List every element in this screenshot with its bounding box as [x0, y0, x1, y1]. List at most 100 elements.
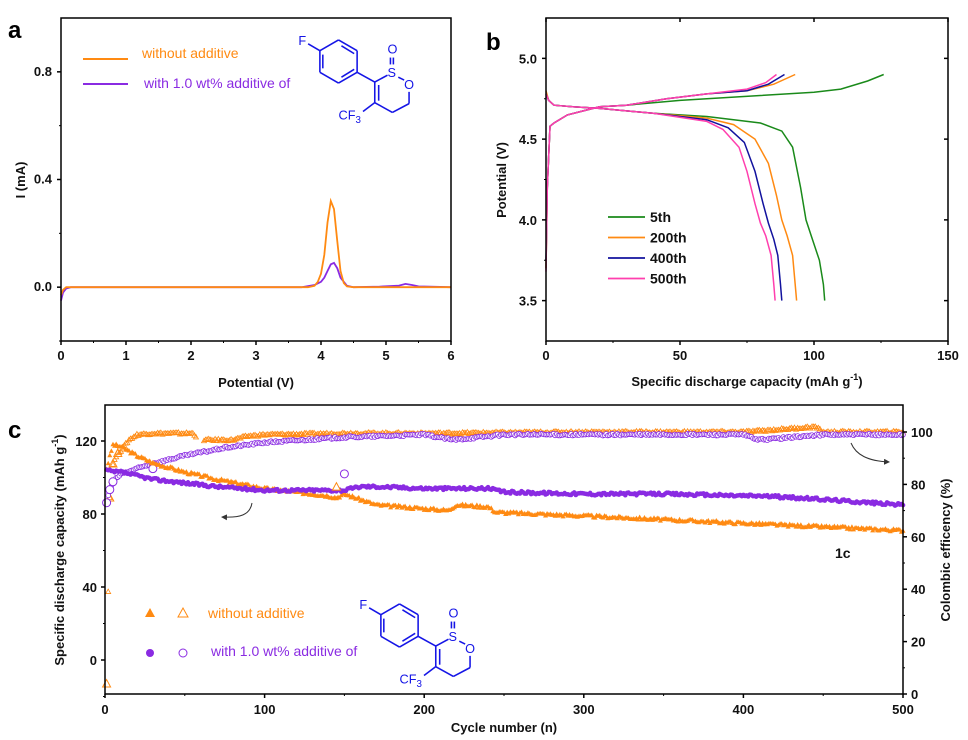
panel-b-500th-charge-curve: [545, 73, 777, 272]
ring-bond: [458, 640, 466, 645]
x-tick-label: 500: [892, 702, 914, 717]
y-right-tick-label: 80: [911, 477, 925, 492]
y-left-tick-label: 120: [75, 434, 97, 449]
data-point: [108, 448, 114, 453]
x-tick-label: 150: [937, 348, 959, 363]
panel-a-series-purple: [60, 261, 452, 301]
group-CF3: CF3: [400, 671, 423, 690]
panel-c-left-y-axis-label-end: ): [52, 434, 67, 438]
panel-a-y-ticks: 0.0 0.4 0.8: [34, 64, 61, 342]
data-point: [443, 429, 450, 436]
group-CF3: CF3: [339, 107, 362, 126]
data-point: [240, 432, 248, 439]
data-point: [258, 431, 265, 438]
panel-b-legend: 5th 200th 400th 500th: [608, 209, 687, 287]
data-point: [592, 515, 598, 520]
legend-marker-filled-triangle-icon: [145, 608, 155, 617]
data-point: [105, 588, 112, 594]
data-point: [233, 479, 239, 484]
panel-c-right-y-axis-label: Colombic efficency (%): [938, 478, 953, 621]
y-left-tick-label: 40: [83, 580, 97, 595]
panel-a-series-orange: [60, 197, 451, 296]
data-point: [102, 498, 112, 508]
panel-a-legend: without additive with 1.0 wt% additive o…: [83, 45, 290, 91]
data-point: [337, 495, 343, 500]
panel-b-series: [545, 73, 884, 301]
panel-label-c: c: [8, 417, 21, 444]
data-point: [105, 460, 111, 466]
data-point: [116, 449, 123, 455]
atom-F: F: [298, 33, 306, 48]
benzene-bond: [319, 71, 339, 84]
data-point: [192, 433, 200, 440]
legend-marker-open-triangle-icon: [177, 606, 189, 618]
x-tick-label: 50: [673, 348, 687, 363]
legend-marker-open-circle-icon: [178, 648, 188, 658]
data-point: [768, 427, 776, 434]
panel-c-left-y-ticks: 0 40 80 120: [75, 434, 105, 697]
y-right-tick-label: 60: [911, 530, 925, 545]
x-tick-label: 300: [573, 702, 595, 717]
x-tick-label: 6: [447, 348, 454, 363]
aryl-bond: [417, 635, 437, 647]
panel-b-500th-discharge-curve: [545, 93, 776, 301]
ring-bond: [397, 76, 405, 81]
data-point: [454, 430, 461, 437]
data-point: [356, 494, 362, 500]
benzene-inner-bond: [402, 632, 416, 642]
y-tick-label: 0.0: [34, 279, 52, 294]
benzene-bond: [338, 39, 358, 52]
panel-c-left-y-axis-label-sup: -1: [50, 439, 60, 447]
data-point: [124, 439, 131, 446]
data-point: [156, 429, 163, 436]
benzene-bond: [380, 635, 400, 648]
ring-bond: [374, 74, 388, 83]
legend-label-without-additive: without additive: [141, 45, 239, 61]
data-point: [203, 435, 211, 442]
x-tick-label: 1: [122, 348, 129, 363]
y-right-tick-label: 40: [911, 582, 925, 597]
atom-O-double: O: [388, 42, 398, 57]
benzene-inner-bond: [341, 45, 355, 55]
data-point: [126, 447, 132, 453]
outlier-point: [339, 469, 349, 479]
panel-b-y-ticks: 3.5 4.0 4.5 5.0: [519, 51, 948, 309]
data-point: [794, 424, 801, 431]
data-point: [148, 464, 158, 474]
panel-b-x-axis-label-main: Specific discharge capacity (mAh g: [631, 374, 850, 389]
panel-c-series: [101, 423, 907, 688]
data-point: [789, 425, 797, 432]
panel-a-chart: 0 1 2 3 4 5 6 0.0 0.4 0.8 Potential (V) I (mA) w…: [13, 17, 455, 390]
benzene-inner-bond: [341, 68, 355, 78]
panel-a-x-axis-label: Potential (V): [218, 375, 294, 390]
panel-c-left-y-axis-label-main: Specific discharge capacity (mAh g: [52, 447, 67, 666]
panel-b-5th-charge-curve: [545, 73, 884, 269]
outlier-point: [331, 481, 342, 491]
x-tick-label: 0: [542, 348, 549, 363]
data-point: [112, 447, 123, 457]
y-tick-label: 4.0: [519, 213, 537, 228]
data-point: [213, 437, 220, 443]
data-point: [256, 431, 263, 437]
panel-label-b: b: [486, 29, 501, 56]
cf3-bond: [362, 102, 376, 113]
panel-c-legend: without additive with 1.0 wt% additive o…: [145, 605, 357, 659]
data-point: [221, 436, 228, 443]
data-point: [786, 424, 793, 431]
y-tick-label: 4.5: [519, 132, 537, 147]
data-point: [109, 461, 117, 467]
y-right-tick-label: 0: [911, 687, 918, 702]
panel-label-a: a: [8, 17, 22, 44]
data-point: [296, 430, 303, 437]
data-point: [797, 425, 805, 431]
data-point: [785, 524, 791, 529]
fluorine-bond: [368, 607, 382, 616]
atom-O-ring: O: [404, 77, 414, 92]
panel-c-rate-annotation: 1c: [835, 545, 851, 561]
data-point: [285, 430, 292, 437]
panel-a-y-axis-label: I (mA): [13, 162, 28, 199]
data-point: [130, 433, 137, 440]
panel-b-x-axis-label: Specific discharge capacity (mAh g-1): [631, 372, 862, 389]
panel-a-x-ticks: 0 1 2 3 4 5 6: [57, 341, 455, 363]
